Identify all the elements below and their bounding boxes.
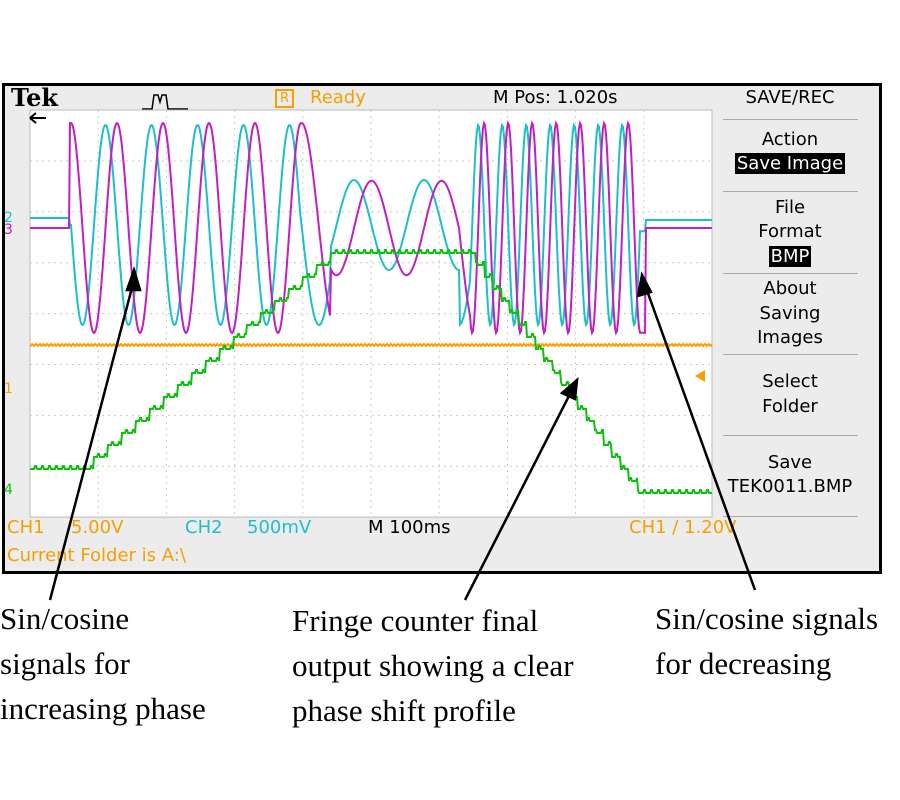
run-status-badge: R <box>275 89 295 108</box>
ch2-marker: 2 <box>4 210 13 226</box>
ch1-scale: 5.00V <box>71 517 124 538</box>
ch1-marker: 1 <box>4 381 13 397</box>
file-format-label[interactable]: File <box>774 197 806 218</box>
select-folder-1[interactable]: Select <box>762 371 818 392</box>
about-saving-images-3[interactable]: Images <box>757 327 823 348</box>
about-saving-images-1[interactable]: About <box>763 278 817 299</box>
menu-title: SAVE/REC <box>745 87 835 108</box>
action-value[interactable]: Save Image <box>734 153 846 174</box>
horizontal-position: M Pos: 1.020s <box>493 87 618 108</box>
trigger-level-marker-icon <box>695 370 705 382</box>
trigger-position-arrow-icon <box>29 112 46 124</box>
format-value[interactable]: BMP <box>768 246 812 267</box>
ch2-label: CH2 <box>185 517 223 538</box>
annotation-fringe-counter: Fringe counter final output showing a cle… <box>292 603 574 728</box>
trigger-setting: CH1 ∕ 1.20V <box>629 517 737 538</box>
acquisition-waveform-icon <box>142 94 188 110</box>
ch1-label: CH1 <box>7 517 45 538</box>
ch2-scale: 500mV <box>247 517 312 538</box>
run-status: Ready <box>310 87 366 108</box>
ch2-trace <box>30 122 712 328</box>
action-label[interactable]: Action <box>761 129 819 150</box>
file-format-label-2[interactable]: Format <box>758 221 822 242</box>
ch3-marker: 3 <box>4 222 13 238</box>
current-folder: Current Folder is A:\ <box>7 545 186 566</box>
ch4-trace <box>30 249 712 494</box>
annotation-increasing: Sin/cosine signals for increasing phase <box>0 601 206 726</box>
ch1-trace <box>29 342 713 348</box>
timebase: M 100ms <box>368 517 451 538</box>
brand-logo: Tek <box>11 83 59 112</box>
about-saving-images-2[interactable]: Saving <box>759 303 821 324</box>
ch4-marker: 4 <box>4 482 13 498</box>
annotation-decreasing: Sin/cosine signals for decreasing <box>655 601 879 681</box>
ch3-trace <box>30 120 712 336</box>
select-folder-2[interactable]: Folder <box>762 396 818 417</box>
save-button-label[interactable]: Save <box>767 452 813 473</box>
save-file-name[interactable]: TEK0011.BMP <box>727 476 853 497</box>
